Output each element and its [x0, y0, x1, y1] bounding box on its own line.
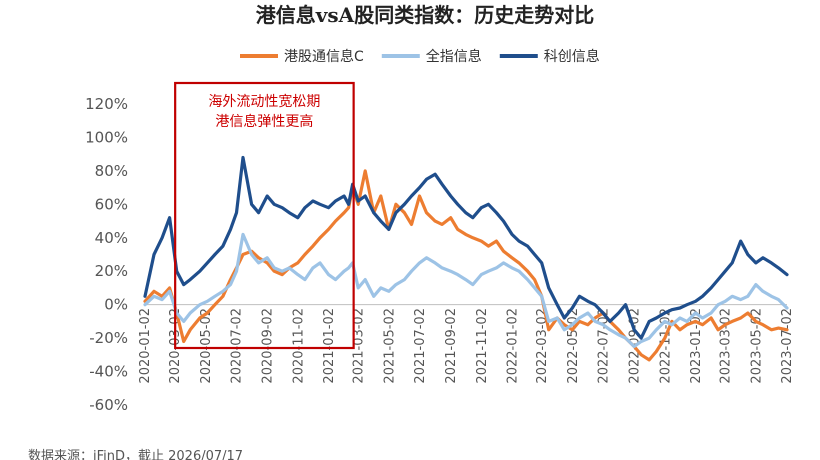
x-tick-label: 2020-05-02 — [199, 308, 214, 384]
y-tick-label: 80% — [95, 162, 128, 180]
x-tick-label: 2022-03-02 — [535, 308, 550, 384]
chart-title: 港信息vsA股同类指数：历史走势对比 — [256, 3, 594, 27]
x-tick-label: 2020-09-02 — [261, 308, 276, 384]
x-tick-label: 2023-01-02 — [689, 308, 704, 384]
y-tick-label: -40% — [89, 363, 128, 381]
y-tick-label: 60% — [95, 195, 128, 213]
y-tick-label: 40% — [95, 229, 128, 247]
x-tick-label: 2021-03-02 — [352, 308, 367, 384]
legend-label: 全指信息 — [426, 48, 482, 65]
y-axis: -60% -40% -20% 0% 20% 40% 60% 80% 100% 120% — [85, 95, 128, 414]
x-tick-label: 2021-05-02 — [382, 308, 397, 384]
series-line-2 — [143, 232, 789, 349]
legend-label: 科创信息 — [544, 48, 600, 65]
x-tick-label: 2022-01-02 — [506, 308, 521, 384]
x-tick-label: 2020-01-02 — [138, 308, 153, 384]
x-tick-label: 2023-07-02 — [780, 308, 795, 384]
y-tick-label: 20% — [95, 262, 128, 280]
annotation-text: 港信息弹性更高 — [215, 113, 313, 130]
series-line-3 — [143, 155, 789, 340]
x-tick-label: 2021-11-02 — [475, 308, 490, 384]
series-line-1 — [143, 169, 789, 362]
x-tick-label: 2023-03-02 — [719, 308, 734, 384]
x-axis: 2020-01-02 2020-03-02 2020-05-02 2020-07-02… — [138, 304, 795, 384]
x-tick-label: 2021-01-02 — [322, 308, 337, 384]
x-tick-label: 2021-07-02 — [413, 308, 428, 384]
legend: 港股通信息C 全指信息 科创信息 — [240, 48, 600, 65]
x-tick-label: 2020-07-02 — [229, 308, 244, 384]
legend-label: 港股通信息C — [284, 48, 364, 65]
y-tick-label: 0% — [104, 296, 128, 314]
x-tick-label: 2021-09-02 — [444, 308, 459, 384]
highlight-box — [174, 81, 355, 350]
y-tick-label: 100% — [85, 128, 128, 146]
y-tick-label: 120% — [85, 95, 128, 113]
y-tick-label: -20% — [89, 329, 128, 347]
source-note: 数据来源：iFinD，截止 2026/07/17 — [28, 449, 243, 460]
x-tick-label: 2023-05-02 — [749, 308, 764, 384]
y-tick-label: -60% — [89, 396, 128, 414]
x-tick-label: 2020-11-02 — [291, 308, 306, 384]
annotation-text: 海外流动性宽松期 — [208, 93, 320, 110]
series-layer — [143, 155, 789, 362]
